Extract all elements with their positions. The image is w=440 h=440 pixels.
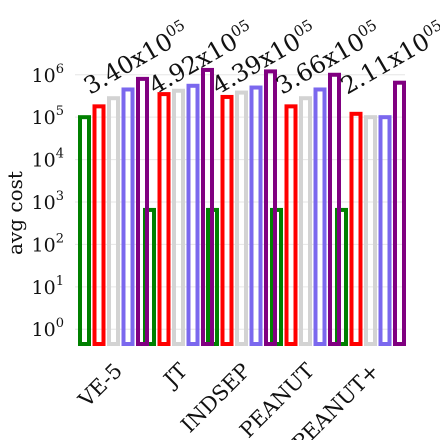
y-tick-label: 106 <box>32 62 64 87</box>
bars <box>78 67 406 347</box>
bar-ve-5-s4 <box>121 87 135 346</box>
y-tick-label: 105 <box>32 104 64 129</box>
bar-ve-5-s1 <box>78 115 91 346</box>
y-axis-label: avg cost <box>3 171 27 255</box>
bar-indsep-s2 <box>220 94 234 346</box>
bar-indsep-s4 <box>249 85 263 346</box>
bar-ve-5-s3 <box>107 96 120 347</box>
x-tick-label: JT <box>158 359 192 393</box>
bar-peanut--s4 <box>378 115 392 346</box>
bar-jt-s4 <box>186 83 200 346</box>
bar-peanut-s2 <box>284 104 298 346</box>
y-tick-label: 102 <box>32 231 64 256</box>
y-axis-ticks: 100 101 102 103 104 105 106 <box>32 62 64 341</box>
y-tick-label: 100 <box>32 316 64 341</box>
bar-jt-s2 <box>157 92 171 346</box>
x-tick-label: VE-5 <box>73 359 127 413</box>
gridlines <box>75 74 405 330</box>
bar-peanut-s4 <box>313 87 327 346</box>
y-tick-label: 103 <box>32 189 64 214</box>
bar-peanut-s5 <box>328 72 341 346</box>
bar-indsep-s5 <box>264 69 277 347</box>
y-tick-label: 104 <box>32 147 64 172</box>
bar-peanut-s3 <box>299 96 312 347</box>
bar-ve-5-s2 <box>92 104 106 346</box>
y-tick-label: 101 <box>32 274 64 299</box>
bar-ve-5-s5 <box>136 76 149 346</box>
bar-peanut--s5 <box>393 80 406 347</box>
bar-peanut--s2 <box>349 111 363 346</box>
bar-peanut--s3 <box>364 115 377 346</box>
bar-jt-s3 <box>172 88 185 346</box>
bar-jt-s5 <box>201 67 214 346</box>
bar-indsep-s3 <box>235 90 248 346</box>
